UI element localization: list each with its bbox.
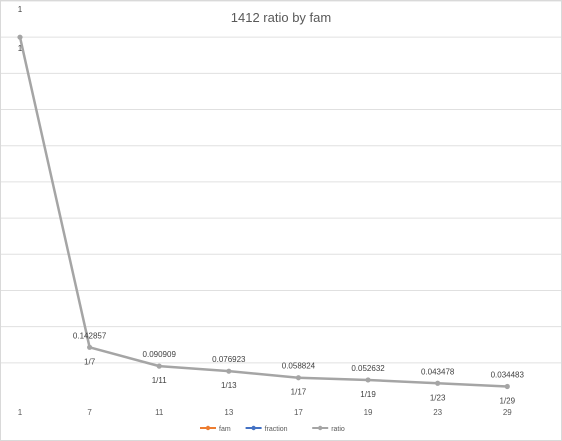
data-point-ratio xyxy=(156,363,162,369)
gridlines xyxy=(1,1,561,364)
data-point-ratio xyxy=(17,34,23,40)
legend-item-ratio: ratio xyxy=(312,425,345,433)
data-point-ratio xyxy=(435,380,441,386)
data-point-ratio xyxy=(504,383,510,390)
x-tick-label: 29 xyxy=(503,408,512,417)
chart-title: 1412 ratio by fam xyxy=(231,10,331,25)
data-label-value: 0.090909 xyxy=(143,350,177,359)
data-label-fraction: 1/23 xyxy=(430,393,446,402)
data-label-value: 1 xyxy=(18,5,23,14)
legend-label: fraction xyxy=(265,426,288,433)
legend-marker xyxy=(251,425,256,431)
legend-label: fam xyxy=(219,426,231,433)
x-tick-label: 23 xyxy=(433,408,442,417)
x-tick-label: 1 xyxy=(18,408,23,417)
x-tick-label: 11 xyxy=(155,408,164,417)
legend-item-fraction: fraction xyxy=(245,425,288,433)
data-label-value: 0.058824 xyxy=(282,362,316,371)
data-label-value: 0.076923 xyxy=(212,355,246,364)
data-point-ratio xyxy=(87,344,93,350)
legend-item-fam: fam xyxy=(200,425,231,433)
series-line-ratio xyxy=(18,36,508,388)
data-label-fraction: 1 xyxy=(18,44,23,53)
data-label-fraction: 1/11 xyxy=(152,376,168,385)
x-tick-label: 13 xyxy=(224,408,233,417)
legend-label: ratio xyxy=(331,426,345,433)
data-label-fraction: 1/13 xyxy=(221,381,237,390)
data-label-fraction: 1/19 xyxy=(360,390,376,399)
data-label-fraction: 1/7 xyxy=(84,357,96,366)
data-labels: 1 1 0.142857 1/7 0.090909 1/11 0.076923 1/13 0.0… xyxy=(18,5,525,405)
data-label-fraction: 1/29 xyxy=(499,397,515,406)
data-point-ratio xyxy=(226,368,232,374)
x-tick-label: 7 xyxy=(87,408,92,417)
x-axis-ticks: 1 7 11 13 17 19 23 29 xyxy=(18,408,512,417)
data-point-ratio xyxy=(365,377,371,383)
legend-marker xyxy=(205,425,211,431)
legend-marker xyxy=(318,425,323,431)
data-label-value: 0.034483 xyxy=(491,371,525,380)
data-label-value: 0.043478 xyxy=(421,367,455,376)
data-label-value: 0.052632 xyxy=(351,364,385,373)
data-point-ratio xyxy=(295,375,302,381)
x-tick-label: 17 xyxy=(294,408,303,417)
legend: fam fraction ratio xyxy=(200,425,345,433)
series-layer xyxy=(17,34,510,390)
x-tick-label: 19 xyxy=(364,408,373,417)
data-label-value: 0.142857 xyxy=(73,331,107,340)
data-label-fraction: 1/17 xyxy=(291,388,307,397)
